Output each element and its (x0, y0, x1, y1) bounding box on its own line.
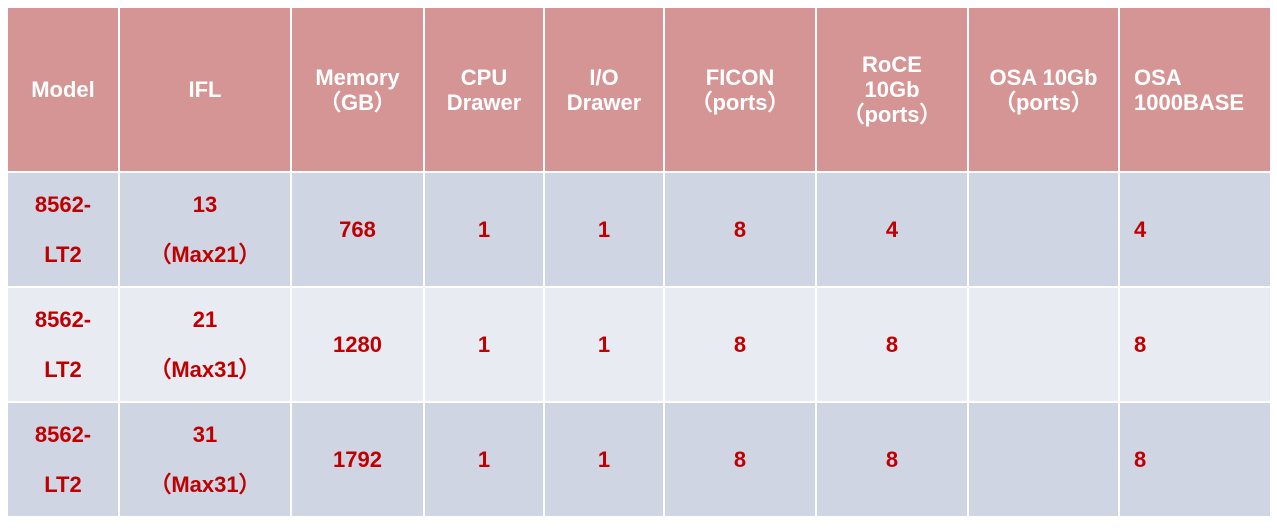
table-row: 8562- LT2 21 （Max31） 1280 1 1 8 8 8 (6, 286, 1272, 403)
cell-text: RoCE (862, 52, 922, 77)
cell-osa-1000base: 4 (1118, 171, 1272, 288)
cell-text: 10Gb (864, 77, 920, 102)
cell-text: 8 (1134, 446, 1147, 472)
header-io-drawer: I/O Drawer (543, 6, 665, 173)
header-row: Model IFL Memory （GB） CPU Drawer I/O Drawer FICO… (6, 6, 1272, 173)
cell-memory: 1280 (290, 286, 425, 403)
cell-io-drawer: 1 (543, 171, 665, 288)
cell-text: 1792 (333, 446, 382, 472)
header-ifl: IFL (118, 6, 292, 173)
cell-text: 1 (477, 331, 491, 357)
cell-text: 8 (885, 331, 899, 357)
cell-roce: 8 (815, 401, 969, 518)
cell-text: Memory (315, 64, 400, 90)
cell-cpu-drawer: 1 (423, 401, 545, 518)
cell-ifl: 13 （Max21） (118, 171, 292, 288)
cell-osa-1000base: 8 (1118, 286, 1272, 403)
cell-osa-1000base: 8 (1118, 401, 1272, 518)
cell-text: 768 (339, 216, 376, 242)
cell-osa-10gb (967, 171, 1120, 288)
cell-text: （GB） (318, 89, 396, 115)
cell-text: 13 (192, 191, 218, 217)
cell-text: OSA 10Gb (989, 64, 1098, 90)
cell-ficon: 8 (663, 401, 817, 518)
header-memory: Memory （GB） (290, 6, 425, 173)
table-row: 8562- LT2 31 （Max31） 1792 1 1 8 8 8 (6, 401, 1272, 518)
cell-io-drawer: 1 (543, 286, 665, 403)
cell-text: I/O (589, 64, 619, 90)
cell-cpu-drawer: 1 (423, 171, 545, 288)
cell-text: 31 (192, 421, 218, 447)
cell-text: （ports） (690, 89, 790, 115)
cell-cpu-drawer: 1 (423, 286, 545, 403)
cell-text: （Max31） (149, 471, 261, 497)
cell-model: 8562- LT2 (6, 171, 120, 288)
header-osa-1000base: OSA 1000BASE (1118, 6, 1272, 173)
cell-roce: 8 (815, 286, 969, 403)
cell-osa-10gb (967, 401, 1120, 518)
cell-text: 1 (597, 216, 611, 242)
cell-text: LT2 (44, 241, 82, 267)
cell-ficon: 8 (663, 286, 817, 403)
cell-text: 8 (885, 446, 899, 472)
cell-text: LT2 (44, 471, 82, 497)
cell-ifl: 31 （Max31） (118, 401, 292, 518)
cell-text: 8 (733, 331, 747, 357)
cell-text: 1 (597, 331, 611, 357)
cell-text: 1 (477, 216, 491, 242)
table-row: 8562- LT2 13 （Max21） 768 1 1 8 4 4 (6, 171, 1272, 288)
cell-text: Drawer (446, 89, 522, 115)
cell-text: （Max21） (149, 241, 261, 267)
server-config-table: Model IFL Memory （GB） CPU Drawer I/O Drawer FICO… (6, 6, 1272, 518)
cell-text: Model (31, 77, 95, 102)
cell-text: 4 (1134, 216, 1147, 242)
cell-text: 1280 (333, 331, 382, 357)
cell-roce: 4 (815, 171, 969, 288)
cell-io-drawer: 1 (543, 401, 665, 518)
cell-text: 8 (1134, 331, 1147, 357)
header-roce: RoCE 10Gb （ports） (815, 6, 969, 173)
cell-osa-10gb (967, 286, 1120, 403)
cell-text: 1 (477, 446, 491, 472)
header-ficon: FICON （ports） (663, 6, 817, 173)
cell-ifl: 21 （Max31） (118, 286, 292, 403)
cell-ficon: 8 (663, 171, 817, 288)
header-model: Model (6, 6, 120, 173)
cell-text: OSA (1134, 64, 1182, 90)
cell-memory: 1792 (290, 401, 425, 518)
cell-text: 8562- (34, 306, 92, 332)
cell-text: 4 (885, 216, 899, 242)
cell-text: 21 (192, 306, 218, 332)
header-osa-10gb: OSA 10Gb （ports） (967, 6, 1120, 173)
cell-text: 8562- (34, 191, 92, 217)
cell-text: （Max31） (149, 356, 261, 382)
cell-text: 1 (597, 446, 611, 472)
cell-text: LT2 (44, 356, 82, 382)
header-cpu-drawer: CPU Drawer (423, 6, 545, 173)
cell-text: （ports） (842, 102, 942, 127)
cell-text: CPU (460, 64, 508, 90)
cell-text: 8562- (34, 421, 92, 447)
cell-text: FICON (705, 64, 775, 90)
cell-memory: 768 (290, 171, 425, 288)
cell-text: （ports） (993, 89, 1093, 115)
cell-text: 8 (733, 446, 747, 472)
cell-model: 8562- LT2 (6, 401, 120, 518)
cell-text: IFL (188, 77, 222, 102)
cell-text: 1000BASE (1134, 89, 1245, 115)
cell-text: Drawer (566, 89, 642, 115)
cell-text: 8 (733, 216, 747, 242)
cell-model: 8562- LT2 (6, 286, 120, 403)
